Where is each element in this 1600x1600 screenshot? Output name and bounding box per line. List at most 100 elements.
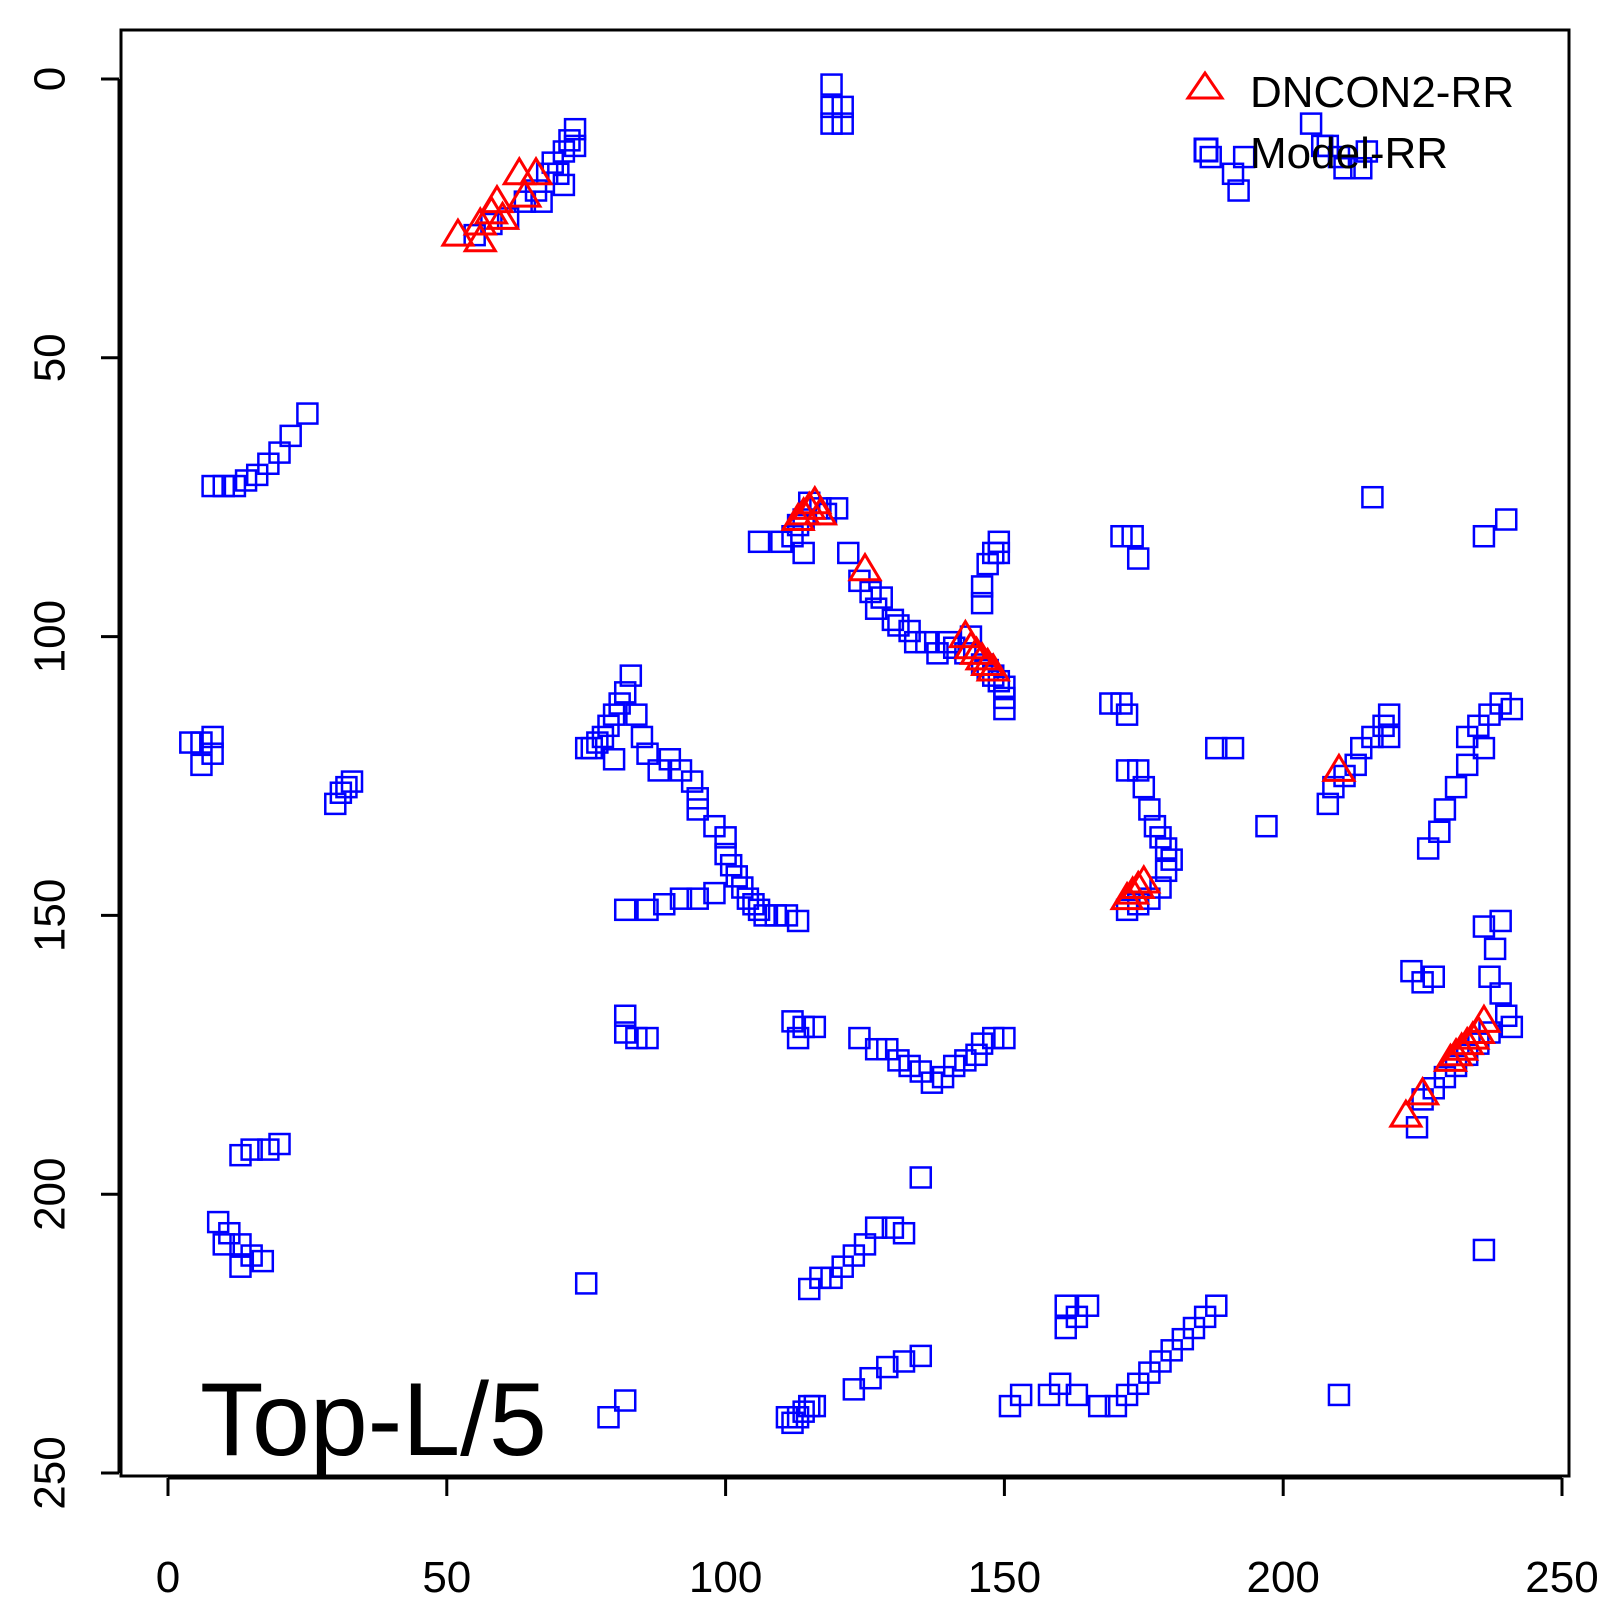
model-rr-point — [1327, 1383, 1351, 1407]
dncon2-rr-point — [1321, 752, 1357, 782]
dncon2-rr-point — [462, 222, 498, 253]
model-rr-point — [1199, 145, 1222, 169]
model-rr-point — [1205, 736, 1228, 760]
model-rr-point — [574, 736, 598, 760]
model-rr-point — [1087, 1394, 1111, 1418]
model-rr-point — [1416, 837, 1440, 860]
model-rr-point — [1205, 1294, 1228, 1317]
dncon2-rr-point — [1126, 864, 1162, 894]
model-rr-point — [1333, 156, 1356, 180]
model-rr-point — [563, 117, 587, 141]
model-rr-point — [1489, 982, 1512, 1005]
model-rr-point — [987, 541, 1011, 565]
model-rr-point — [552, 173, 576, 197]
model-rr-point — [837, 541, 860, 565]
model-rr-point — [229, 1255, 252, 1278]
x-tick-label: 50 — [422, 1553, 471, 1600]
model-rr-point — [803, 1394, 827, 1418]
model-rr-point — [864, 1216, 888, 1239]
model-rr-point — [251, 1249, 275, 1273]
model-rr-point — [747, 898, 771, 922]
model-rr-point — [993, 1026, 1016, 1050]
model-rr-point — [1126, 547, 1150, 570]
model-rr-point — [1377, 725, 1401, 749]
model-rr-point — [613, 898, 637, 922]
model-rr-point — [1455, 753, 1479, 777]
series-dncon2-rr — [440, 155, 1502, 1128]
dncon2-rr-point — [484, 200, 521, 230]
model-rr-point — [714, 826, 737, 849]
dncon2-rr-point — [964, 640, 1000, 671]
model-rr-point — [1138, 798, 1161, 821]
model-rr-point — [831, 112, 854, 135]
x-tick-label: 150 — [968, 1553, 1041, 1600]
model-rr-point — [1054, 1316, 1077, 1340]
model-rr-point — [686, 887, 709, 910]
model-rr-point — [1472, 524, 1496, 548]
model-rr-point — [597, 1405, 620, 1429]
model-rr-point — [820, 73, 843, 96]
model-rr-point — [335, 775, 358, 799]
model-rr-point — [613, 1004, 637, 1028]
model-rr-point — [1126, 759, 1150, 782]
model-rr-point — [970, 575, 994, 598]
model-rr-point — [1472, 736, 1496, 760]
y-tick-label: 100 — [26, 600, 75, 673]
dncon2-rr-point — [1120, 869, 1156, 900]
model-rr-point — [786, 1026, 810, 1050]
model-rr-point — [1489, 909, 1512, 933]
model-rr-point — [876, 1355, 899, 1379]
dncon2-rr-point — [518, 155, 554, 186]
model-rr-point — [680, 770, 704, 793]
y-tick-label: 150 — [26, 879, 75, 952]
model-rr-point — [1255, 814, 1278, 838]
model-rr-point — [1132, 775, 1156, 799]
model-rr-point — [1444, 775, 1468, 799]
legend-label-model-rr: Model-RR — [1250, 129, 1448, 178]
model-rr-point — [602, 748, 626, 771]
y-tick-label: 200 — [26, 1157, 75, 1230]
model-rr-point — [909, 1166, 933, 1189]
dncon2-rr-point — [958, 635, 995, 665]
model-rr-point — [190, 731, 213, 754]
x-tick-label: 100 — [689, 1553, 762, 1600]
model-rr-point — [1299, 112, 1323, 135]
model-rr-point — [513, 190, 537, 213]
model-rr-point — [703, 881, 726, 905]
model-rr-point — [1350, 156, 1373, 180]
dncon2-rr-point — [1466, 1003, 1502, 1033]
model-rr-point — [574, 1272, 598, 1295]
y-axis: 0 50 100 150 200 250 — [26, 67, 121, 1510]
threshold-annotation: Top-L/5 — [200, 1362, 547, 1478]
model-rr-point — [240, 1138, 263, 1161]
model-rr-point — [1115, 703, 1139, 726]
series-model-rr — [179, 73, 1524, 1435]
model-rr-point — [1377, 703, 1401, 726]
model-rr-point — [1009, 1383, 1033, 1407]
x-axis: 0 50 100 150 200 250 — [156, 1476, 1599, 1600]
dncon2-rr-point — [802, 496, 839, 526]
model-rr-point — [296, 402, 319, 425]
model-rr-point — [1232, 145, 1256, 169]
legend-label-dncon2-rr: DNCON2-RR — [1250, 68, 1514, 117]
x-tick-label: 250 — [1525, 1553, 1598, 1600]
model-rr-point — [1500, 1015, 1524, 1039]
model-rr-point — [892, 1350, 916, 1373]
model-rr-point — [563, 134, 587, 158]
legend: DNCON2-RR Model-RR — [1185, 68, 1514, 178]
dncon2-rr-point — [970, 646, 1006, 676]
model-rr-point — [1422, 965, 1446, 988]
model-rr-point — [1076, 1294, 1100, 1317]
model-rr-point — [268, 1132, 291, 1156]
plot-frame — [119, 28, 1571, 1478]
dncon2-rr-point — [1455, 1020, 1491, 1050]
model-rr-point — [1361, 485, 1384, 509]
model-rr-point — [1121, 524, 1144, 548]
dncon2-rr-point — [953, 629, 989, 660]
model-rr-point — [1065, 1383, 1089, 1407]
model-rr-point — [970, 591, 994, 615]
model-rr-point — [747, 530, 771, 554]
model-rr-point — [340, 770, 364, 793]
model-rr-point — [1494, 508, 1518, 531]
